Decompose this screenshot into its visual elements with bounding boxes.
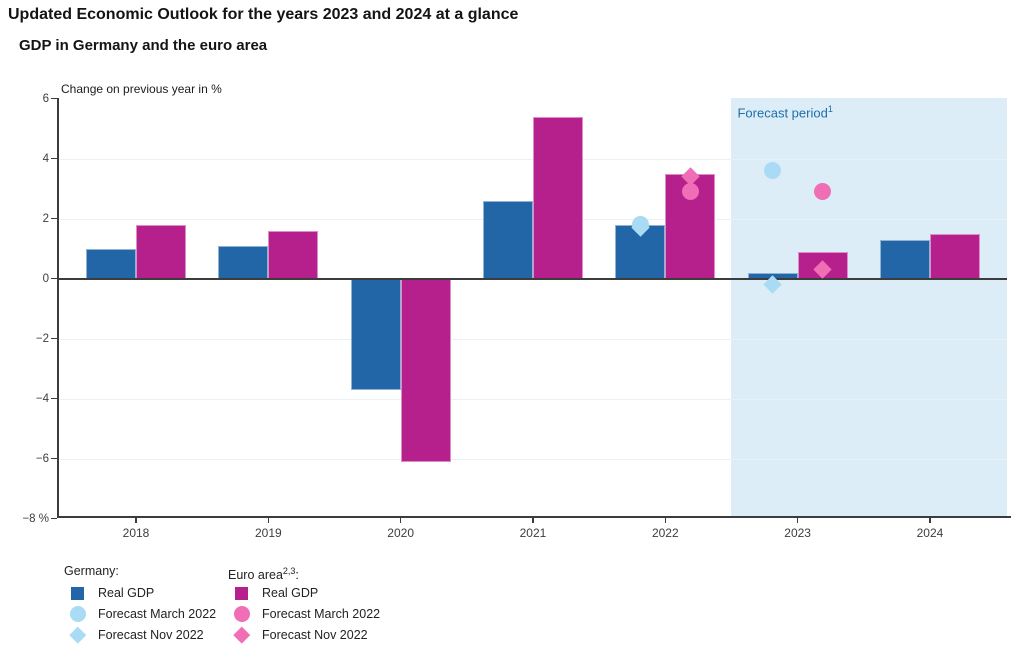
bar-germany-real-gdp-2019 <box>218 245 269 279</box>
legend-group-germany: Germany: Real GDP Forecast March 2022 Forec… <box>63 562 216 645</box>
bar-germany-real-gdp-2024 <box>879 239 930 279</box>
y-tick-6 <box>51 97 57 100</box>
legend-item-label: Real GDP <box>262 586 319 601</box>
circle-legend-icon <box>234 606 250 623</box>
square-legend-icon <box>70 585 86 601</box>
x-tick-label-2020: 2020 <box>387 526 414 540</box>
legend-item-forecast-march-2022: Forecast March 2022 <box>227 604 380 625</box>
legend-item-forecast-nov-2022: Forecast Nov 2022 <box>63 624 216 645</box>
legend-item-forecast-nov-2022: Forecast Nov 2022 <box>227 624 380 645</box>
legend-item-label: Forecast March 2022 <box>98 607 217 622</box>
gridline--4 <box>57 398 1007 400</box>
y-tick--6 <box>51 457 57 460</box>
legend-item-label: Forecast March 2022 <box>262 607 381 622</box>
x-tick-label-2023: 2023 <box>784 526 811 540</box>
y-tick-label-0: 0 <box>42 272 49 285</box>
y-tick-2 <box>51 217 57 220</box>
plot-area: Forecast period1 6 4 2 0 −2 −4 −6 −8 % 2018 2019 20… <box>22 93 1011 540</box>
diamond-legend-icon <box>69 626 86 643</box>
x-tick-label-2019: 2019 <box>254 526 282 540</box>
y-tick-label-6: 6 <box>42 92 49 105</box>
chart-title: GDP in Germany and the euro area <box>19 37 268 54</box>
y-tick--8 <box>51 517 57 520</box>
y-tick-0 <box>51 277 57 280</box>
legend-item-forecast-march-2022: Forecast March 2022 <box>63 604 216 625</box>
zero-line <box>57 277 1007 280</box>
x-axis-line <box>57 516 1011 518</box>
x-tick-2022 <box>664 518 667 523</box>
y-tick-4 <box>51 157 57 160</box>
marker-euro-area-forecast-march-2022-2023 <box>814 183 832 200</box>
legend-group-euro-area: Euro area2,3: Real GDP Forecast March 2022… <box>227 562 380 645</box>
gridline-4 <box>57 158 1007 160</box>
x-tick-label-2021: 2021 <box>519 526 547 540</box>
bar-germany-real-gdp-2020 <box>350 278 401 390</box>
marker-euro-area-forecast-march-2022-2022 <box>681 183 699 200</box>
gridline--2 <box>57 338 1007 340</box>
y-tick-label--6: −6 <box>35 452 49 465</box>
diamond-swatch <box>69 626 86 643</box>
square-swatch <box>235 587 248 601</box>
legend-item-real-gdp: Real GDP <box>227 583 380 604</box>
x-tick-2023 <box>796 518 799 523</box>
legend-item-label: Forecast Nov 2022 <box>98 627 204 642</box>
diamond-swatch <box>233 626 250 643</box>
circle-swatch <box>234 606 250 623</box>
y-axis-line <box>57 98 59 518</box>
legend-group-header: Euro area2,3: <box>228 566 299 583</box>
circle-legend-icon <box>70 606 86 623</box>
y-tick-label--8: −8 % <box>22 512 49 525</box>
bar-germany-real-gdp-2018 <box>86 248 136 279</box>
marker-germany-forecast-march-2022-2023 <box>764 162 782 179</box>
y-tick--4 <box>51 397 57 400</box>
y-tick-label-2: 2 <box>42 212 49 225</box>
x-tick-label-2018: 2018 <box>122 526 150 540</box>
bar-germany-real-gdp-2021 <box>482 200 533 279</box>
square-swatch <box>71 587 84 601</box>
square-legend-icon <box>234 585 250 601</box>
x-tick-2024 <box>929 518 931 523</box>
legend-item-label: Real GDP <box>98 586 155 601</box>
legend-group-header: Germany: <box>64 564 119 578</box>
x-tick-2018 <box>135 518 137 523</box>
bar-euro-area-real-gdp-2019 <box>268 230 319 279</box>
legend-item-real-gdp: Real GDP <box>63 583 216 604</box>
chart-legend: Germany: Real GDP Forecast March 2022 Forec… <box>0 562 1026 650</box>
x-tick-label-2022: 2022 <box>651 526 679 540</box>
page-title: Updated Economic Outlook for the years 2… <box>8 6 519 23</box>
bar-euro-area-real-gdp-2018 <box>136 224 186 279</box>
bar-euro-area-real-gdp-2024 <box>929 233 980 279</box>
x-tick-2021 <box>532 518 534 523</box>
x-tick-2019 <box>267 518 270 523</box>
x-tick-2020 <box>399 518 402 523</box>
y-tick--2 <box>51 337 57 340</box>
forecast-period-region <box>731 98 1007 518</box>
y-axis-unit-label: Change on previous year in % <box>61 82 222 96</box>
gridline--6 <box>57 458 1007 460</box>
circle-swatch <box>70 606 86 623</box>
forecast-period-label: Forecast period1 <box>737 104 833 121</box>
y-tick-label--2: −2 <box>35 332 49 345</box>
y-tick-label-4: 4 <box>42 152 49 165</box>
y-tick-label--4: −4 <box>35 392 49 405</box>
legend-item-label: Forecast Nov 2022 <box>262 627 368 642</box>
bar-euro-area-real-gdp-2020 <box>400 278 451 462</box>
diamond-legend-icon <box>233 626 250 643</box>
x-tick-label-2024: 2024 <box>916 526 944 540</box>
bar-euro-area-real-gdp-2021 <box>532 116 583 279</box>
